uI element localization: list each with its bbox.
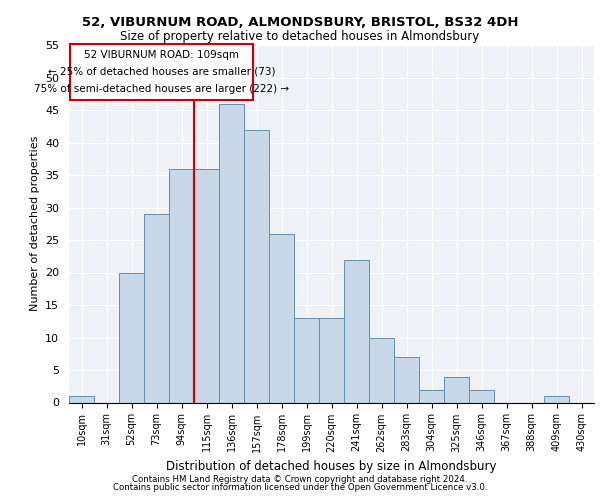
Bar xyxy=(119,272,144,402)
Text: 52 VIBURNUM ROAD: 109sqm: 52 VIBURNUM ROAD: 109sqm xyxy=(84,50,239,60)
Bar xyxy=(344,260,369,402)
Bar xyxy=(244,130,269,402)
Bar xyxy=(319,318,344,402)
Bar xyxy=(369,338,394,402)
Bar xyxy=(544,396,569,402)
Text: ← 25% of detached houses are smaller (73): ← 25% of detached houses are smaller (73… xyxy=(48,67,275,77)
Bar xyxy=(69,396,94,402)
Bar xyxy=(219,104,244,403)
X-axis label: Distribution of detached houses by size in Almondsbury: Distribution of detached houses by size … xyxy=(166,460,497,473)
Bar xyxy=(269,234,294,402)
Bar xyxy=(70,44,253,100)
Bar xyxy=(394,357,419,403)
Bar xyxy=(419,390,444,402)
Text: Contains public sector information licensed under the Open Government Licence v3: Contains public sector information licen… xyxy=(113,483,487,492)
Bar xyxy=(169,168,194,402)
Text: 52, VIBURNUM ROAD, ALMONDSBURY, BRISTOL, BS32 4DH: 52, VIBURNUM ROAD, ALMONDSBURY, BRISTOL,… xyxy=(82,16,518,29)
Bar xyxy=(444,376,469,402)
Bar xyxy=(194,168,219,402)
Text: 75% of semi-detached houses are larger (222) →: 75% of semi-detached houses are larger (… xyxy=(34,84,289,94)
Bar xyxy=(144,214,169,402)
Text: Contains HM Land Registry data © Crown copyright and database right 2024.: Contains HM Land Registry data © Crown c… xyxy=(132,474,468,484)
Bar xyxy=(294,318,319,402)
Bar xyxy=(469,390,494,402)
Text: Size of property relative to detached houses in Almondsbury: Size of property relative to detached ho… xyxy=(121,30,479,43)
Y-axis label: Number of detached properties: Number of detached properties xyxy=(29,136,40,312)
